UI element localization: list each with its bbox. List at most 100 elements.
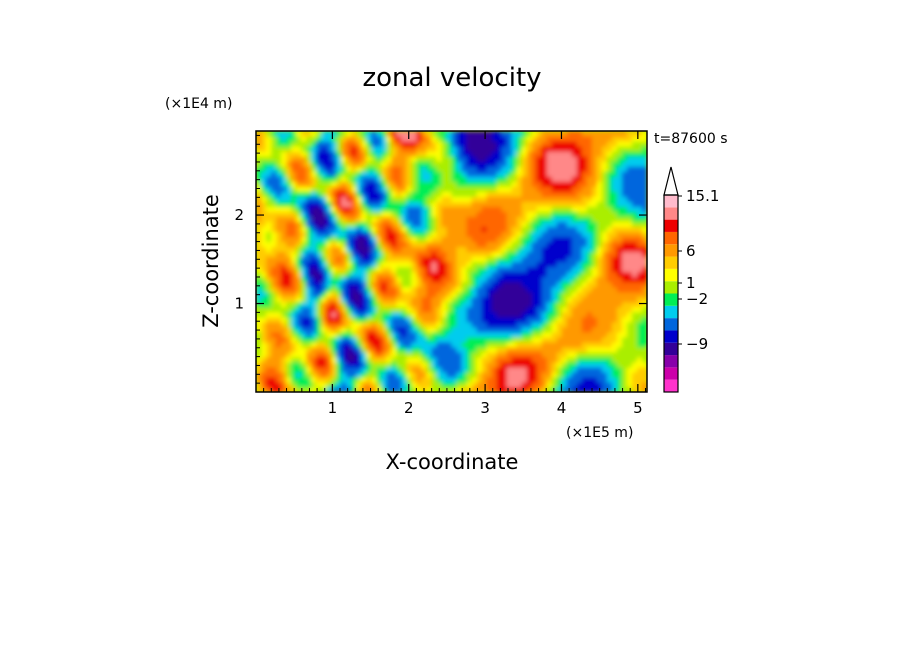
field-cell [636,231,643,238]
field-cell [411,176,418,182]
field-cell [596,221,603,227]
field-cell [586,191,593,197]
field-cell [296,161,302,167]
field-cell [586,186,593,192]
field-cell [636,341,643,348]
field-cell [341,171,347,177]
field-cell [496,371,503,378]
field-cell [391,146,397,152]
field-cell [551,271,558,278]
field-cell [491,161,498,167]
field-cell [306,386,312,392]
field-cell [396,291,402,298]
field-cell [586,386,593,392]
field-cell [551,236,558,243]
field-cell [531,261,538,268]
field-cell [336,251,342,258]
field-cell [476,216,483,222]
field-cell [426,366,433,373]
field-cell [511,326,518,333]
field-cell [546,161,553,167]
field-cell [551,376,558,383]
field-cell [271,206,277,212]
field-cell [481,211,488,217]
field-cell [381,296,387,303]
field-cell [311,356,317,363]
field-cell [451,356,458,363]
field-cell [476,196,483,202]
field-cell [616,356,623,363]
field-cell [336,271,342,278]
field-cell [466,226,473,232]
field-cell [406,176,412,182]
field-cell [566,136,573,142]
field-cell [351,321,357,328]
field-cell [456,191,463,197]
field-cell [336,296,342,303]
field-cell [401,366,407,373]
field-cell [601,336,608,343]
field-cell [611,371,618,378]
field-cell [276,276,282,283]
field-cell [396,381,402,388]
field-cell [376,136,382,142]
field-cell [406,156,412,162]
field-cell [421,376,428,383]
field-cell [506,266,513,273]
field-cell [351,216,357,222]
field-cell [566,251,573,258]
field-cell [541,181,548,187]
field-cell [376,356,382,363]
colorbar-band [664,195,678,208]
field-cell [601,306,608,313]
field-cell [261,221,267,227]
field-cell [486,381,493,388]
field-cell [376,226,382,232]
field-cell [636,371,643,378]
field-cell [296,196,302,202]
field-cell [536,211,543,217]
field-cell [331,231,337,238]
field-cell [316,136,322,142]
field-cell [596,131,603,137]
field-cell [586,356,593,363]
field-cell [256,191,262,197]
field-cell [496,351,503,358]
field-cell [366,141,372,147]
field-cell [481,346,488,353]
field-cell [321,251,327,258]
field-cell [466,151,473,157]
field-cell [411,326,418,333]
field-cell [451,381,458,388]
field-cell [526,331,533,338]
field-cell [476,271,483,278]
field-cell [576,211,583,217]
field-cell [566,326,573,333]
field-cell [371,356,377,363]
field-cell [316,321,322,328]
colorbar-band [664,355,678,368]
field-cell [361,161,367,167]
field-cell [321,346,327,353]
field-cell [606,206,613,212]
field-cell [481,226,488,232]
field-cell [341,196,347,202]
field-cell [361,251,367,258]
field-cell [396,161,402,167]
field-cell [401,361,407,368]
field-cell [356,381,362,388]
field-cell [616,361,623,368]
field-cell [291,171,297,177]
field-cell [631,211,638,217]
field-cell [316,141,322,147]
field-cell [336,171,342,177]
field-cell [391,206,397,212]
field-cell [551,381,558,388]
field-cell [331,171,337,177]
field-cell [431,321,438,328]
field-cell [321,386,327,392]
field-cell [491,141,498,147]
field-cell [286,261,292,268]
field-cell [521,141,528,147]
field-cell [516,236,523,243]
